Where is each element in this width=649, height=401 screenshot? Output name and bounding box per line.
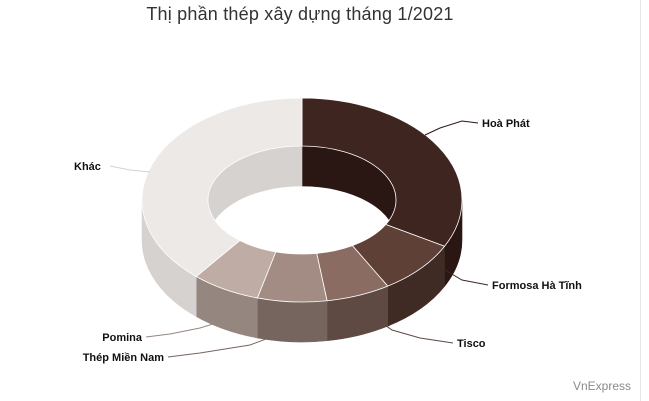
label-tisco: Tisco bbox=[457, 338, 486, 350]
donut-labels: Hoà Phát Formosa Hà Tĩnh Tisco Thép Miền Na… bbox=[74, 118, 582, 364]
leader-line-pomina bbox=[145, 317, 233, 338]
label-formosa-ha-tinh: Formosa Hà Tĩnh bbox=[492, 280, 582, 292]
leader-line-khac bbox=[109, 165, 151, 173]
label-hoa-phat: Hoà Phát bbox=[482, 118, 530, 130]
chart-title: Thị phần thép xây dựng tháng 1/2021 bbox=[146, 4, 454, 24]
slice-side-thep-mien-nam bbox=[257, 297, 328, 343]
slice-khac bbox=[141, 97, 303, 277]
donut-top-faces bbox=[141, 97, 463, 303]
label-khac: Khác bbox=[74, 161, 101, 173]
source-credit: VnExpress bbox=[572, 379, 631, 393]
leader-line-hoa-phat bbox=[424, 120, 479, 136]
leader-line-formosa-ha-tinh bbox=[444, 269, 489, 286]
slice-hoa-phat bbox=[301, 97, 463, 247]
donut-outer-sides bbox=[141, 199, 463, 343]
label-pomina: Pomina bbox=[102, 332, 143, 344]
right-border bbox=[640, 0, 641, 401]
label-thep-mien-nam: Thép Miền Nam bbox=[83, 352, 165, 364]
leader-line-tisco bbox=[374, 317, 454, 344]
leader-line-thep-mien-nam bbox=[167, 331, 286, 358]
